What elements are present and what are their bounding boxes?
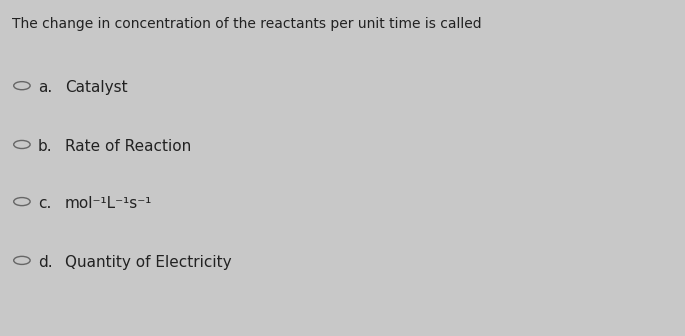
- Text: Rate of Reaction: Rate of Reaction: [65, 139, 191, 154]
- Text: b.: b.: [38, 139, 52, 154]
- Text: Catalyst: Catalyst: [65, 80, 127, 95]
- Text: c.: c.: [38, 196, 51, 211]
- Text: d.: d.: [38, 255, 52, 269]
- Text: a.: a.: [38, 80, 52, 95]
- Text: mol⁻¹L⁻¹s⁻¹: mol⁻¹L⁻¹s⁻¹: [65, 196, 153, 211]
- Text: Quantity of Electricity: Quantity of Electricity: [65, 255, 232, 269]
- Text: The change in concentration of the reactants per unit time is called: The change in concentration of the react…: [12, 17, 482, 31]
